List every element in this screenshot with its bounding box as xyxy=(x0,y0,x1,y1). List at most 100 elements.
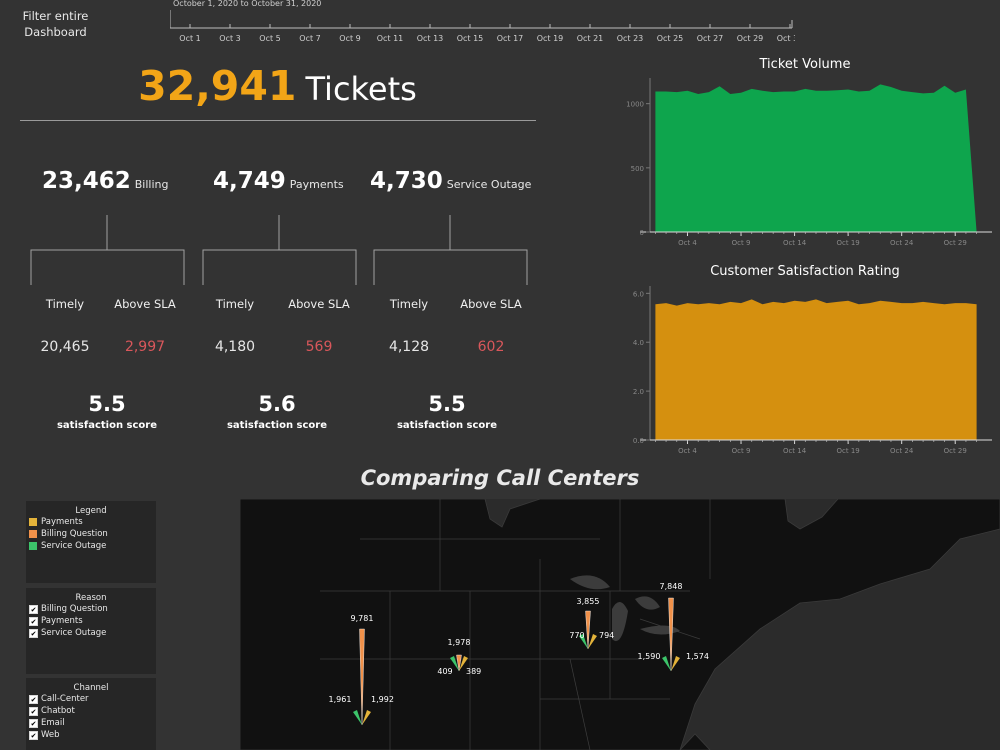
x-tick-label: Oct 4 xyxy=(678,447,697,455)
timely-value: 20,465 xyxy=(40,339,90,355)
date-range-slider[interactable]: Oct 1 Oct 3 Oct 5 Oct 7 Oct 9 Oct 11 Oct 13 Oct… xyxy=(170,10,795,46)
channel-option-web[interactable]: ✔ Web xyxy=(26,729,156,741)
payments-spike xyxy=(671,656,680,671)
score-value: 5.6 xyxy=(258,392,296,416)
outage-spike xyxy=(353,710,362,725)
legend-panel: Legend Payments Billing Question Service… xyxy=(26,501,156,583)
legend-item-billing-question[interactable]: Billing Question xyxy=(26,528,156,540)
slider-tick-label: Oct 7 xyxy=(299,34,320,43)
billing-spike xyxy=(456,654,462,672)
slider-tick-label: Oct 19 xyxy=(537,34,564,43)
channel-option-call-center[interactable]: ✔ Call-Center xyxy=(26,693,156,705)
category-value: 4,749 xyxy=(213,168,286,194)
outage-value-label: 770 xyxy=(569,631,584,640)
y-tick-label: 4.0 xyxy=(633,339,644,347)
call-center-marker: 1,978 389 409 xyxy=(437,638,481,676)
filter-label: Filter entire Dashboard xyxy=(22,9,89,39)
satisfaction-score: 5.5 satisfaction score xyxy=(52,392,162,433)
swatch-billing-question xyxy=(29,530,37,538)
tree-connector xyxy=(373,215,528,285)
x-tick-label: Oct 14 xyxy=(783,447,807,455)
checkbox-checked-icon[interactable]: ✔ xyxy=(29,706,38,716)
above-sla-label: Above SLA xyxy=(288,297,350,311)
area-series xyxy=(655,299,977,440)
y-tick-label: 1000 xyxy=(626,101,644,109)
checkbox-checked-icon[interactable]: ✔ xyxy=(29,718,38,728)
reason-filter-panel: Reason ✔ Billing Question ✔ Payments ✔ Serv… xyxy=(26,588,156,674)
y-tick-label: 0.0 xyxy=(633,437,644,445)
outage-spike xyxy=(662,656,671,671)
billing-value-label: 9,781 xyxy=(351,614,374,623)
category-label: Service Outage xyxy=(446,178,532,191)
checkbox-checked-icon[interactable]: ✔ xyxy=(29,628,38,638)
satisfaction-rating-chart[interactable]: 0.0 2.0 4.0 6.0 Oct 4 Oct 9 Oct 14 Oct 19 Oct 24… xyxy=(600,282,995,458)
satisfaction-score: 5.6 satisfaction score xyxy=(222,392,332,433)
x-tick-label: Oct 9 xyxy=(732,447,751,455)
timely-label: Timely xyxy=(389,297,429,311)
x-tick-label: Oct 19 xyxy=(837,239,860,247)
reason-option-service-outage[interactable]: ✔ Service Outage xyxy=(26,627,156,639)
x-tick-label: Oct 29 xyxy=(944,239,967,247)
slider-tick-label: Oct 27 xyxy=(697,34,724,43)
channel-option-chatbot[interactable]: ✔ Chatbot xyxy=(26,705,156,717)
slider-tick-label: Oct 25 xyxy=(657,34,684,43)
billing-spike xyxy=(585,610,591,650)
tree-connector xyxy=(30,215,185,285)
billing-value-label: 3,855 xyxy=(577,597,600,606)
divider xyxy=(20,120,536,121)
slider-tick-label: Oct 3 xyxy=(219,34,240,43)
ticket-volume-chart[interactable]: 0 500 1000 Oct 4 Oct 9 Oct 14 Oct 19 Oct 24 Oct … xyxy=(600,74,995,250)
ticket-volume-title: Ticket Volume xyxy=(759,57,851,72)
checkbox-checked-icon[interactable]: ✔ xyxy=(29,604,38,614)
x-tick-label: Oct 9 xyxy=(732,239,751,247)
y-tick-label: 0 xyxy=(640,229,644,237)
category-label: Payments xyxy=(289,178,344,191)
call-center-marker: 3,855 794 770 xyxy=(569,597,614,650)
y-tick-label: 2.0 xyxy=(633,388,644,396)
area-series xyxy=(655,84,977,233)
channel-option-email[interactable]: ✔ Email xyxy=(26,717,156,729)
category-billing: 23,462 Billing xyxy=(42,168,169,194)
category-payments: 4,749 Payments xyxy=(213,168,344,194)
reason-option-billing-question[interactable]: ✔ Billing Question xyxy=(26,603,156,615)
payments-spike xyxy=(588,634,597,649)
billing-spike xyxy=(668,597,674,672)
channel-option-label: Call-Center xyxy=(41,694,89,704)
reason-option-payments[interactable]: ✔ Payments xyxy=(26,615,156,627)
outage-value-label: 1,961 xyxy=(329,695,352,704)
total-tickets-value: 32,941 xyxy=(138,62,297,110)
satisfaction-score: 5.5 satisfaction score xyxy=(392,392,502,433)
x-tick-label: Oct 19 xyxy=(837,447,860,455)
channel-filter-panel: Channel ✔ Call-Center ✔ Chatbot ✔ Email ✔ We… xyxy=(26,678,156,750)
outage-spike xyxy=(579,634,588,649)
checkbox-checked-icon[interactable]: ✔ xyxy=(29,730,38,740)
timely-value: 4,180 xyxy=(214,339,256,355)
checkbox-checked-icon[interactable]: ✔ xyxy=(29,616,38,626)
legend-item-label: Billing Question xyxy=(41,529,108,539)
timely-value: 4,128 xyxy=(388,339,430,355)
score-value: 5.5 xyxy=(88,392,126,416)
legend-item-label: Service Outage xyxy=(41,541,107,551)
score-label: satisfaction score xyxy=(226,420,328,431)
above-sla-label: Above SLA xyxy=(114,297,176,311)
reason-option-label: Billing Question xyxy=(41,604,108,614)
x-tick-label: Oct 4 xyxy=(678,239,697,247)
call-center-map[interactable]: 9,781 1,992 1,961 1,978 389 409 3,855 794 770 7,8… xyxy=(240,499,1000,750)
outage-value-label: 1,590 xyxy=(638,652,661,661)
slider-tick-label: Oct 15 xyxy=(457,34,484,43)
channel-option-label: Web xyxy=(41,730,60,740)
channel-option-label: Email xyxy=(41,718,65,728)
legend-item-label: Payments xyxy=(41,517,83,527)
y-tick-label: 6.0 xyxy=(633,290,644,298)
legend-item-service-outage[interactable]: Service Outage xyxy=(26,540,156,552)
payments-value-label: 389 xyxy=(466,667,481,676)
tree-connector xyxy=(202,215,357,285)
swatch-service-outage xyxy=(29,542,37,550)
slider-tick-label: Oct 1 xyxy=(179,34,200,43)
legend-item-payments[interactable]: Payments xyxy=(26,516,156,528)
score-label: satisfaction score xyxy=(56,420,158,431)
billing-value-label: 1,978 xyxy=(448,638,471,647)
above-sla-label: Above SLA xyxy=(460,297,522,311)
checkbox-checked-icon[interactable]: ✔ xyxy=(29,694,38,704)
payments-value-label: 1,574 xyxy=(686,652,709,661)
